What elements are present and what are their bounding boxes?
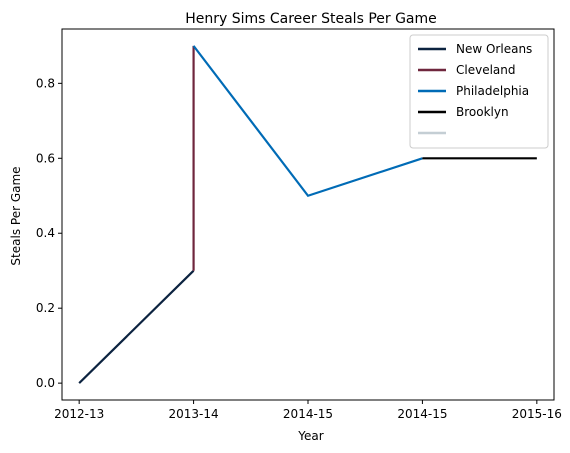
chart-title: Henry Sims Career Steals Per Game: [185, 11, 437, 27]
x-tick-label: 2015-16: [512, 407, 562, 421]
legend-label: New Orleans: [456, 42, 532, 56]
series-line-2: [192, 45, 423, 198]
x-tick-label: 2014-15: [283, 407, 333, 421]
y-tick-label: 0.2: [36, 301, 55, 315]
y-tick-label: 0.4: [36, 226, 55, 240]
legend-label: Philadelphia: [456, 84, 529, 98]
legend: New Orleans Cleveland Philadelphia Brooklyn: [409, 34, 549, 149]
y-axis: 0.0 0.2 0.4 0.6 0.8: [36, 76, 62, 390]
plot-lines: [78, 45, 537, 384]
x-axis: 2012-132013-142014-152014-152015-16Caree…: [54, 400, 562, 421]
x-axis-label: Year: [297, 429, 323, 443]
legend-box: [409, 34, 549, 149]
y-axis-label: Steals Per Game: [9, 166, 23, 265]
y-tick-label: 0.0: [36, 376, 55, 390]
x-tick-label: 2014-15: [397, 407, 447, 421]
y-tick-label: 0.8: [36, 76, 55, 90]
x-tick-label: 2013-14: [169, 407, 219, 421]
legend-label: Brooklyn: [456, 105, 509, 119]
legend-label: Cleveland: [456, 63, 516, 77]
x-tick-label: 2012-13: [54, 407, 104, 421]
series-line-0: [78, 269, 195, 384]
y-tick-label: 0.6: [36, 151, 55, 165]
